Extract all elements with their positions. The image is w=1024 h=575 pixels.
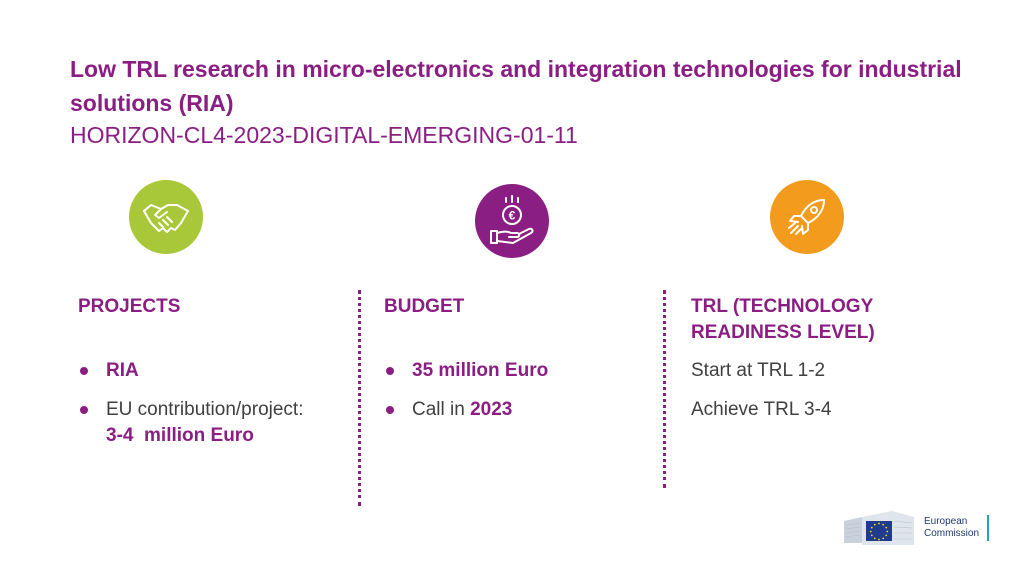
handshake-icon	[129, 180, 203, 254]
projects-list: RIA EU contribution/project: 3-4 million…	[78, 358, 348, 449]
projects-heading: PROJECTS	[78, 296, 181, 317]
trl-column: TRL (TECHNOLOGY READINESS LEVEL) Start a…	[691, 294, 961, 436]
slide-title: Low TRL research in micro-electronics an…	[70, 56, 962, 116]
call-year-label: Call in	[412, 399, 465, 420]
trl-achieve: Achieve TRL 3-4	[691, 399, 832, 420]
euro-coin-hand-icon: €	[475, 184, 549, 258]
call-year-value: 2023	[470, 399, 513, 420]
logo-text: European Commission	[924, 516, 979, 540]
list-item: 35 million Euro	[384, 358, 654, 384]
budget-list: 35 million Euro Call in 2023	[384, 358, 654, 423]
list-item: Call in 2023	[384, 397, 654, 423]
trl-start: Start at TRL 1-2	[691, 360, 826, 381]
commission-building-icon	[844, 511, 914, 545]
trl-heading: TRL (TECHNOLOGY READINESS LEVEL)	[691, 296, 875, 343]
call-identifier: HORIZON-CL4-2023-DIGITAL-EMERGING-01-11	[70, 122, 578, 148]
budget-column: BUDGET 35 million Euro Call in 2023	[384, 294, 654, 436]
svg-text:€: €	[509, 209, 516, 223]
european-commission-logo: European Commission	[842, 508, 992, 548]
contribution-value: 3-4 million Euro	[106, 425, 254, 446]
list-item: RIA	[78, 358, 348, 384]
logo-line-2: Commission	[924, 528, 980, 539]
budget-heading: BUDGET	[384, 296, 465, 317]
column-divider	[663, 290, 666, 488]
rocket-icon	[770, 180, 844, 254]
logo-accent-bar	[987, 515, 990, 541]
logo-line-1: European	[924, 516, 968, 527]
project-type: RIA	[106, 360, 139, 381]
column-divider	[358, 290, 361, 506]
projects-column: PROJECTS RIA EU contribution/project: 3-…	[78, 294, 348, 462]
list-item: EU contribution/project: 3-4 million Eur…	[78, 397, 348, 449]
budget-amount: 35 million Euro	[412, 360, 549, 381]
contribution-label: EU contribution/project:	[106, 399, 304, 420]
